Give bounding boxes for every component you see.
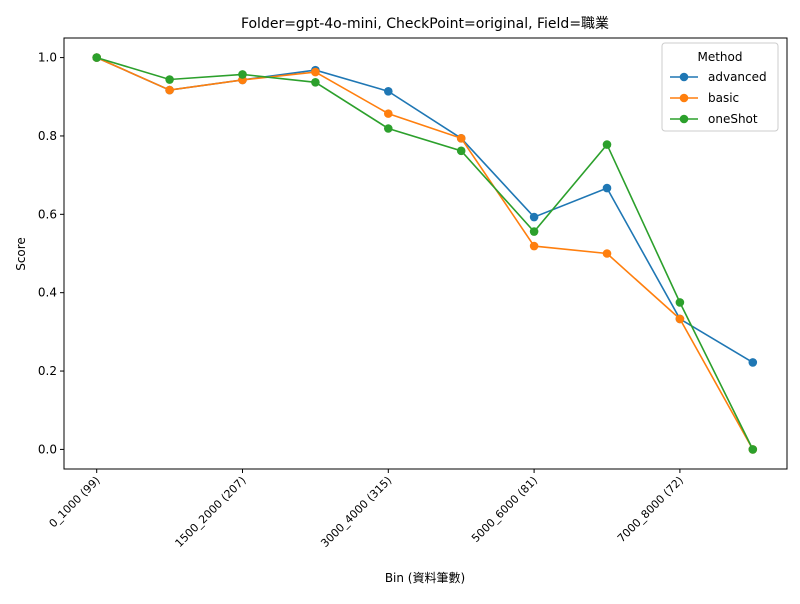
data-point-oneShot xyxy=(529,227,539,236)
plot-area xyxy=(63,37,788,470)
x-tick-label: 1500_2000 (207) xyxy=(173,474,249,550)
legend-label: basic xyxy=(708,91,739,105)
legend-marker xyxy=(679,114,689,124)
data-point-basic xyxy=(602,249,612,258)
y-tick-label: 0.0 xyxy=(38,442,57,456)
legend-label: oneShot xyxy=(708,112,758,126)
legend-marker xyxy=(679,93,689,103)
x-tick-label: 0_1000 (99) xyxy=(47,474,103,530)
chart-title: Folder=gpt-4o-mini, CheckPoint=original,… xyxy=(241,16,609,32)
plot-frame xyxy=(63,37,788,470)
data-point-oneShot xyxy=(238,70,247,79)
x-tick-label: 7000_8000 (72) xyxy=(615,474,686,545)
legend-title: Method xyxy=(697,50,742,64)
legend-marker xyxy=(679,72,689,82)
series-layer xyxy=(92,53,758,454)
x-tick-label: 5000_6000 (81) xyxy=(469,474,540,545)
series-line-oneShot xyxy=(96,56,754,450)
x-axis: 0_1000 (99) 1500_2000 (207) 3000_4000 (315… xyxy=(47,469,686,550)
x-axis-label: Bin (資料筆數) xyxy=(385,571,465,585)
y-tick-label: 1.0 xyxy=(38,51,57,65)
data-point-advanced xyxy=(384,86,393,96)
data-point-oneShot xyxy=(456,146,466,156)
y-tick-label: 0.8 xyxy=(38,129,57,143)
legend-item-oneShot: oneShot xyxy=(670,112,758,126)
data-point-basic xyxy=(456,134,466,143)
data-point-oneShot xyxy=(675,298,685,307)
y-axis-label: Score xyxy=(14,237,28,271)
data-point-oneShot xyxy=(748,445,758,454)
legend: Method advanced basic oneShot xyxy=(661,42,779,132)
data-point-advanced xyxy=(602,183,612,193)
data-point-basic xyxy=(675,314,685,324)
legend-label: advanced xyxy=(708,70,767,84)
data-point-basic xyxy=(311,67,320,77)
data-point-advanced xyxy=(529,212,539,222)
x-tick-label: 3000_4000 (315) xyxy=(318,474,394,550)
data-point-oneShot xyxy=(311,77,320,87)
legend-items: advanced basic oneShot xyxy=(670,70,767,126)
y-tick-label: 0.2 xyxy=(38,364,57,378)
legend-box xyxy=(661,42,779,132)
y-tick-label: 0.4 xyxy=(38,286,57,300)
legend-item-basic: basic xyxy=(670,91,739,105)
series-advanced xyxy=(92,53,758,367)
series-line-advanced xyxy=(96,56,754,364)
series-line-basic xyxy=(96,56,754,450)
data-point-advanced xyxy=(748,358,758,367)
y-axis: 0.0 0.2 0.4 0.6 0.8 1.0 xyxy=(38,51,64,456)
data-point-oneShot xyxy=(602,140,612,149)
y-tick-label: 0.6 xyxy=(38,207,57,221)
data-point-basic xyxy=(165,85,174,95)
legend-item-advanced: advanced xyxy=(670,70,767,84)
series-oneShot xyxy=(92,53,758,454)
data-point-oneShot xyxy=(384,124,393,133)
data-point-oneShot xyxy=(92,53,101,62)
data-point-basic xyxy=(384,109,393,118)
data-point-basic xyxy=(529,241,539,251)
data-point-oneShot xyxy=(165,75,174,84)
